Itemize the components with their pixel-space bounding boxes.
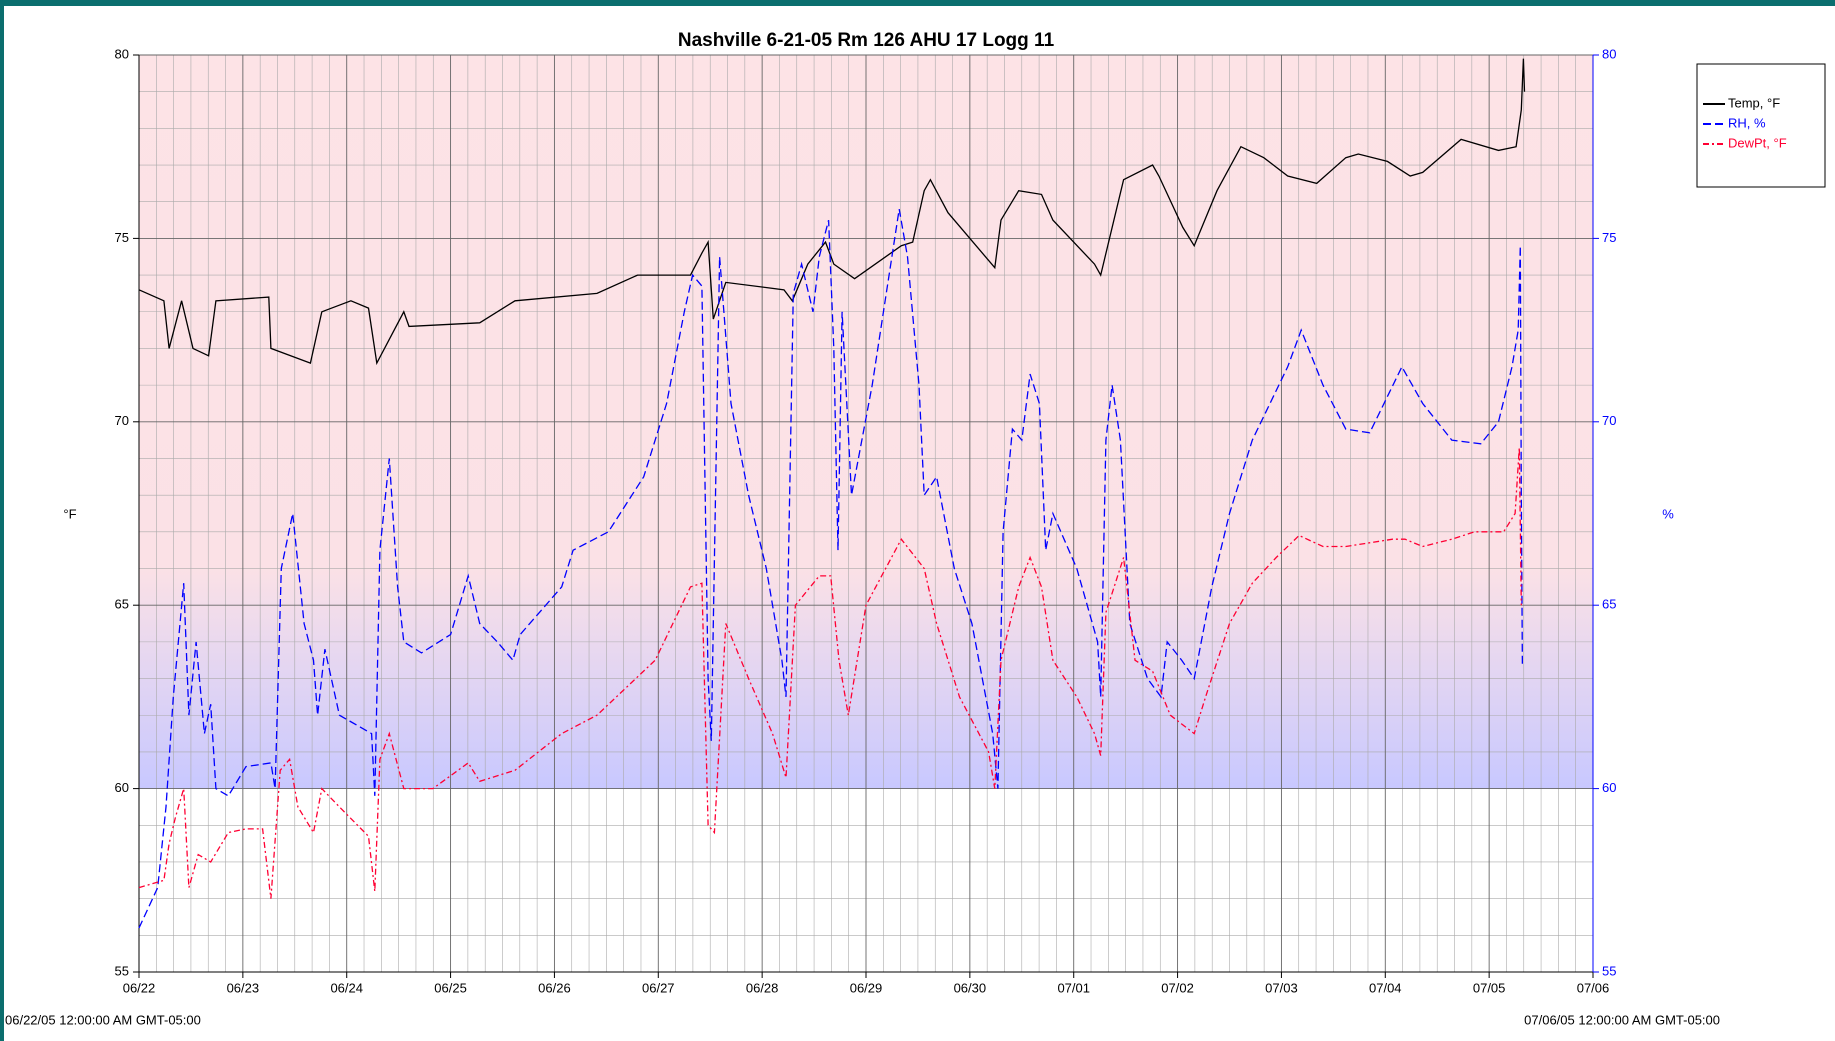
y-tick-label: 55	[115, 963, 129, 978]
x-tick-label: 07/03	[1265, 980, 1298, 995]
y2-axis-label: %	[1662, 506, 1674, 521]
x-tick-label: 07/05	[1473, 980, 1506, 995]
y2-tick-label: 75	[1602, 230, 1616, 245]
x-tick-label: 06/29	[850, 980, 883, 995]
x-tick-label: 06/23	[227, 980, 260, 995]
x-tick-label: 06/30	[954, 980, 987, 995]
series-line	[138, 208, 1524, 929]
y-tick-label: 80	[115, 46, 129, 61]
y2-tick-label: 55	[1602, 963, 1616, 978]
y-tick-label: 70	[115, 413, 129, 428]
x-start-label: 06/22/05 12:00:00 AM GMT-05:00	[5, 1012, 201, 1027]
legend-label: Temp, °F	[1728, 95, 1780, 110]
x-tick-label: 06/27	[642, 980, 675, 995]
x-tick-label: 06/24	[330, 980, 363, 995]
x-tick-label: 07/01	[1057, 980, 1090, 995]
y2-tick-label: 80	[1602, 46, 1616, 61]
x-end-label: 07/06/05 12:00:00 AM GMT-05:00	[1524, 1012, 1720, 1027]
y-axis-label: °F	[63, 506, 76, 521]
y2-tick-label: 70	[1602, 413, 1616, 428]
y2-tick-label: 60	[1602, 780, 1616, 795]
y-tick-label: 60	[115, 780, 129, 795]
legend-label: RH, %	[1728, 115, 1766, 130]
x-tick-label: 06/22	[123, 980, 156, 995]
x-tick-label: 06/28	[746, 980, 779, 995]
x-tick-label: 07/02	[1161, 980, 1194, 995]
y2-tick-label: 65	[1602, 597, 1616, 612]
x-tick-label: 06/25	[434, 980, 467, 995]
legend-label: DewPt, °F	[1728, 135, 1787, 150]
series-line	[138, 58, 1526, 366]
x-tick-label: 06/26	[538, 980, 571, 995]
y-tick-label: 75	[115, 230, 129, 245]
series-line	[138, 447, 1522, 899]
x-tick-label: 07/06	[1577, 980, 1610, 995]
legend-box	[1696, 63, 1826, 188]
y-tick-label: 65	[115, 597, 129, 612]
chart-title: Nashville 6-21-05 Rm 126 AHU 17 Logg 11	[678, 30, 1055, 51]
x-tick-label: 07/04	[1369, 980, 1402, 995]
